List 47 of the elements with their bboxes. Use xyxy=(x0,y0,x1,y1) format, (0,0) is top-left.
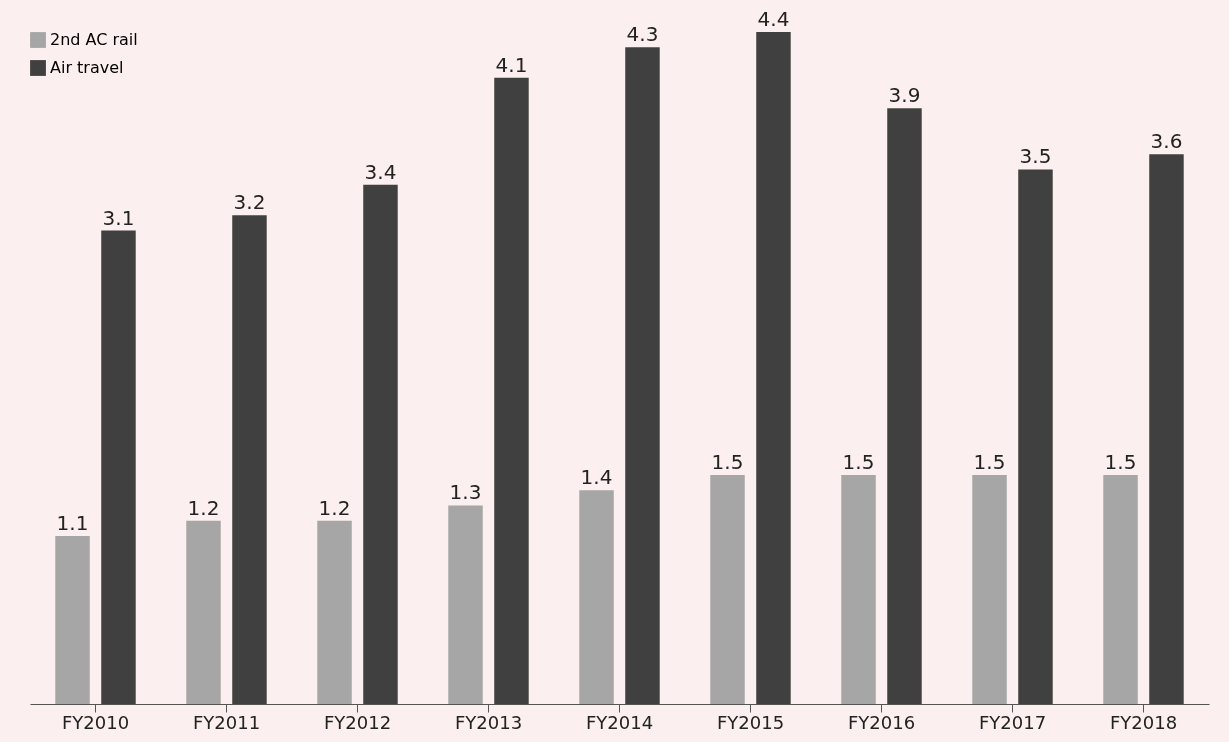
bar xyxy=(972,474,1007,704)
bar xyxy=(317,520,352,704)
data-label: 3.9 xyxy=(888,83,921,108)
x-tick-label: FY2018 xyxy=(1109,711,1178,733)
data-label: 4.4 xyxy=(757,7,790,31)
bar xyxy=(841,474,876,704)
x-tick-label: FY2011 xyxy=(192,711,261,733)
data-label: 1.1 xyxy=(56,511,89,535)
bar xyxy=(1018,169,1053,704)
bar xyxy=(887,108,922,704)
bar xyxy=(101,230,136,704)
bar xyxy=(186,520,221,704)
x-tick-label: FY2015 xyxy=(716,711,785,733)
x-tick-label: FY2014 xyxy=(585,711,654,733)
data-label: 1.2 xyxy=(187,495,220,520)
data-label: 4.1 xyxy=(495,52,528,77)
data-label: 3.5 xyxy=(1019,144,1052,169)
data-label: 3.1 xyxy=(102,205,135,230)
bar xyxy=(494,77,529,704)
data-label: 1.5 xyxy=(842,449,875,474)
x-tick-label: FY2010 xyxy=(61,711,130,733)
data-label: 1.5 xyxy=(1104,449,1137,474)
bar xyxy=(1103,474,1138,704)
bar xyxy=(363,184,398,704)
x-tick-label: FY2016 xyxy=(847,711,916,733)
x-tick-label: FY2013 xyxy=(454,711,523,733)
bar xyxy=(55,536,90,704)
bar xyxy=(710,474,745,704)
x-tick-label: FY2012 xyxy=(323,711,392,733)
x-tick-label: FY2017 xyxy=(978,711,1047,733)
legend-label: 2nd AC rail xyxy=(50,30,138,49)
bar xyxy=(1149,154,1184,704)
data-label: 3.6 xyxy=(1150,129,1183,154)
legend-label: Air travel xyxy=(50,58,124,77)
data-label: 1.2 xyxy=(318,495,351,520)
bar xyxy=(625,47,660,704)
data-label: 3.4 xyxy=(364,159,397,184)
data-label: 1.5 xyxy=(711,449,744,474)
bar xyxy=(448,505,483,704)
data-label: 4.3 xyxy=(626,22,659,47)
bar xyxy=(232,215,267,704)
bar xyxy=(579,490,614,704)
data-label: 3.2 xyxy=(233,190,266,215)
data-label: 1.4 xyxy=(580,465,613,490)
data-label: 1.5 xyxy=(973,449,1006,474)
bar xyxy=(756,32,791,704)
data-label: 1.3 xyxy=(449,480,482,505)
